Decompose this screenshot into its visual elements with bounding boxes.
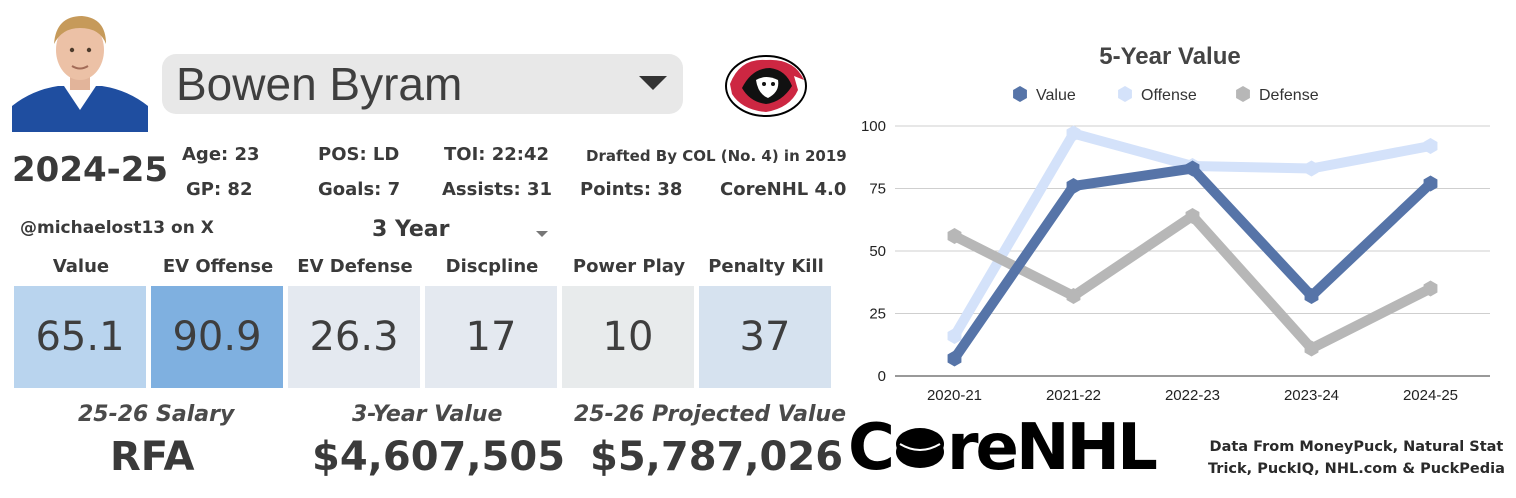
data-credit: Data From MoneyPuck, Natural Stat Trick,…	[1208, 436, 1505, 480]
chart-x-axis: 2020-21 2021-22 2022-23 2023-24 2024-25	[927, 387, 1458, 404]
data-point-value	[1423, 175, 1438, 192]
player-select-dropdown[interactable]: Bowen Byram	[162, 54, 683, 114]
legend-label: Offense	[1141, 87, 1197, 104]
y-tick-label: 75	[869, 181, 886, 198]
projected-value-label: 25-26 Projected Value	[574, 402, 847, 427]
rating-label-discipline: Discpline	[445, 256, 539, 277]
data-point-value	[947, 350, 962, 367]
rating-label-penalty-kill: Penalty Kill	[708, 256, 824, 277]
chevron-down-icon[interactable]	[536, 231, 548, 237]
author-handle: @michaelost13 on X	[20, 218, 214, 238]
chart-grid: 0 25 50 75 100	[861, 118, 1490, 385]
x-tick-label: 2022-23	[1165, 387, 1220, 404]
three-year-value-label: 3-Year Value	[352, 402, 503, 427]
player-name: Bowen Byram	[176, 58, 463, 110]
legend-label: Defense	[1259, 87, 1319, 104]
data-point-defense	[947, 228, 962, 244]
stat-goals: Goals: 7	[318, 179, 401, 200]
salary-label: 25-26 Salary	[78, 402, 235, 427]
data-point-value	[1304, 288, 1319, 304]
data-point-defense	[1185, 208, 1200, 224]
legend-label: Value	[1036, 87, 1076, 104]
chevron-down-icon	[639, 76, 667, 90]
credit-line: Trick, PuckIQ, NHL.com & PuckPedia	[1208, 461, 1505, 477]
chart-legend: Value Offense Defense	[1013, 86, 1319, 104]
data-point-value	[1066, 178, 1081, 194]
data-point-defense	[1423, 280, 1438, 297]
x-tick-label: 2023-24	[1284, 387, 1339, 404]
period-select[interactable]: 3 Year	[372, 217, 450, 242]
rating-label-ev-defense: EV Defense	[297, 256, 413, 277]
stat-age: Age: 23	[182, 144, 260, 165]
rating-cell-penalty-kill: 37	[699, 286, 831, 388]
data-point-offense	[1066, 125, 1081, 142]
stat-assists: Assists: 31	[442, 179, 553, 200]
legend-marker-value	[1013, 86, 1027, 102]
data-point-value	[1185, 160, 1200, 177]
rating-label-power-play: Power Play	[572, 256, 686, 277]
x-tick-label: 2021-22	[1046, 387, 1101, 404]
rating-label-value: Value	[52, 256, 110, 277]
five-year-value-chart: 5-Year Value Value Offense Defense 0 25 50 75…	[861, 43, 1490, 404]
rating-cell-power-play: 10	[562, 286, 694, 388]
rating-cell-discipline: 17	[425, 286, 557, 388]
stat-position: POS: LD	[318, 144, 400, 165]
data-point-defense	[1066, 288, 1081, 304]
series-line-defense	[952, 211, 1433, 354]
x-tick-label: 2024-25	[1403, 387, 1458, 404]
team-logo	[720, 46, 810, 126]
rating-label-ev-offense: EV Offense	[162, 256, 274, 277]
stat-toi: TOI: 22:42	[444, 144, 550, 165]
rating-cell-ev-offense: 90.9	[151, 286, 283, 388]
chart-title: 5-Year Value	[1099, 43, 1240, 70]
data-point-offense	[947, 328, 962, 344]
x-tick-label: 2020-21	[927, 387, 982, 404]
y-tick-label: 0	[878, 368, 886, 385]
stat-drafted: Drafted By COL (No. 4) in 2019	[586, 147, 847, 165]
y-tick-label: 100	[861, 118, 886, 135]
credit-line: Data From MoneyPuck, Natural Stat	[1209, 439, 1504, 455]
stat-corenhl-version: CoreNHL 4.0	[720, 179, 847, 200]
data-point-defense	[1304, 340, 1319, 357]
data-point-offense	[1304, 160, 1319, 177]
legend-marker-defense	[1236, 86, 1250, 102]
stat-gp: GP: 82	[186, 179, 253, 200]
rating-cell-ev-defense: 26.3	[288, 286, 420, 388]
corenhl-logo: C reNHL	[848, 411, 1158, 485]
salary-value: RFA	[110, 434, 195, 480]
y-tick-label: 50	[869, 243, 886, 260]
logo-wordmark: reNHL	[946, 411, 1158, 485]
legend-marker-offense	[1118, 86, 1132, 102]
player-photo	[12, 6, 148, 132]
stat-points: Points: 38	[580, 179, 683, 200]
season-label: 2024-25	[12, 150, 169, 190]
data-point-offense	[1423, 138, 1438, 154]
puck-icon	[895, 428, 944, 468]
three-year-value: $4,607,505	[312, 434, 566, 480]
chart-series	[947, 125, 1438, 367]
logo-letter-c: C	[848, 411, 895, 485]
y-tick-label: 25	[869, 306, 886, 323]
projected-value: $5,787,026	[590, 434, 844, 480]
rating-cell-value: 65.1	[14, 286, 146, 388]
